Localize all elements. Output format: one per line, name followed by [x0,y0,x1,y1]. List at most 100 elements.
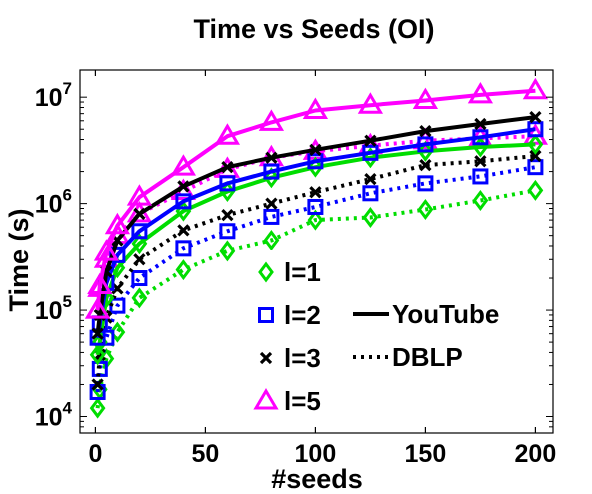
data-point [302,97,329,119]
y-tick-label: 107 [35,79,72,112]
data-point [214,123,241,145]
data-point [307,209,324,231]
y-tick-label: 105 [35,292,72,325]
legend-label: l=2 [284,300,321,330]
legend-entry-youtube: YouTube [353,299,499,329]
x-axis-label: #seeds [271,464,363,494]
data-point [219,240,236,262]
data-point [417,199,434,221]
data-point [364,172,377,186]
x-tick-label: 0 [88,440,102,468]
data-point [307,198,324,215]
data-point [87,272,113,295]
y-tick-label: 104 [35,399,73,432]
data-point [91,378,104,391]
legend-box [248,250,538,422]
data-point [307,153,324,170]
data-point [175,193,192,210]
legend-entry-l1: l=1 [258,257,321,287]
legend-entry-l2: l=2 [258,300,321,330]
data-point [472,189,489,211]
data-point [258,109,285,131]
data-point [357,92,384,114]
data-point [93,239,120,261]
legend-marker [258,261,274,283]
legend-label: DBLP [392,342,463,372]
x-tick-label: 150 [405,440,447,468]
data-point [529,110,542,124]
data-point [89,397,106,419]
data-point [175,240,192,257]
series-line [95,165,536,393]
legend-entry-l3: l=3 [259,343,321,373]
data-point [219,223,236,240]
data-point [131,233,148,255]
data-point [309,143,322,156]
x-tick-label: 100 [295,440,337,468]
data-point [417,136,434,153]
axes [79,69,554,434]
data-point [527,179,544,201]
data-point [417,175,434,192]
data-point [263,208,280,225]
data-point [263,230,280,252]
data-point [529,149,542,163]
data-point [364,134,377,147]
data-point [177,180,190,193]
data-point [307,156,324,178]
data-point [126,184,153,206]
data-point [467,81,494,104]
series-line [95,88,536,311]
data-point [263,167,280,189]
data-point [527,133,544,155]
data-point [263,163,280,180]
data-point [133,207,146,221]
data-point [133,253,146,266]
legend-marker [259,351,273,365]
legend-label: l=3 [284,343,321,373]
data-point [219,175,236,192]
data-point [131,223,148,240]
data-point [527,159,544,176]
series-youtube-l3 [91,110,542,340]
data-point [362,144,379,161]
data-point [419,124,432,138]
x-tick-label: 200 [515,440,557,468]
legend-entry-l5: l=5 [253,386,321,416]
tick-labels: 0 50 100 150 200 104 105 106 107 [35,79,557,468]
series-dblp-l2 [89,159,544,400]
legend-label: YouTube [392,299,499,329]
data-point [221,208,234,222]
y-tick-label: 106 [35,186,72,219]
chart-title: Time vs Seeds (OI) [193,14,434,44]
series-line [95,188,536,409]
data-point [221,161,234,174]
data-point [131,287,148,309]
data-point [170,154,197,176]
data-point [417,140,434,162]
data-point [527,121,544,138]
data-point [412,87,439,110]
axes-box [79,69,554,434]
data-point [265,151,278,164]
legend-label: l=1 [284,257,321,287]
series-layer [84,77,549,419]
data-point [265,197,278,210]
data-point [109,321,126,343]
series-youtube-l5 [84,77,549,319]
legend-entry-dblp: DBLP [353,342,463,372]
legend: l=1 l=2 l=3 l=5 YouTube DBLP [248,250,538,422]
data-point [474,117,487,131]
data-point [104,212,131,235]
data-point [362,185,379,202]
data-point [472,129,489,146]
legend-label: l=5 [284,386,321,416]
data-point [91,327,104,340]
data-point [177,224,190,237]
data-point [362,207,379,229]
legend-marker [258,307,274,323]
data-point [131,270,148,287]
data-point [84,297,111,319]
data-point [419,158,432,172]
